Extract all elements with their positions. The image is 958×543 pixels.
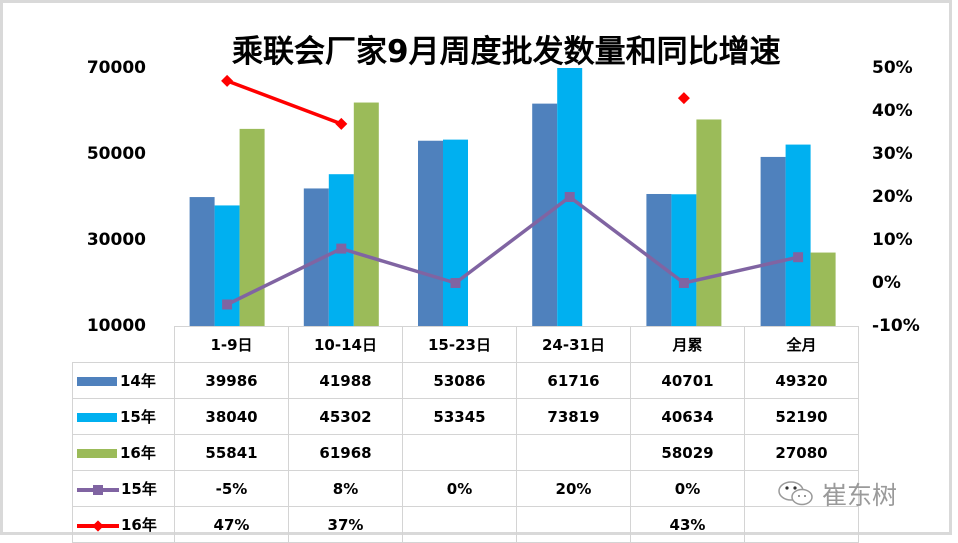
legend-cell: 15年 bbox=[72, 470, 175, 507]
diamond-marker bbox=[677, 92, 690, 105]
legend-cell: 14年 bbox=[72, 362, 175, 399]
square-marker bbox=[678, 278, 689, 288]
data-cell: 41988 bbox=[288, 362, 403, 399]
square-marker bbox=[450, 278, 461, 288]
legend-cell: 15年 bbox=[72, 398, 175, 435]
legend-bar-swatch-icon bbox=[77, 377, 117, 386]
right-axis-tick: -10% bbox=[872, 316, 920, 336]
legend-bar-swatch-icon bbox=[77, 449, 117, 458]
right-axis-tick: 20% bbox=[872, 187, 913, 207]
category-header: 24-31日 bbox=[516, 326, 631, 363]
data-cell: 27080 bbox=[744, 434, 859, 471]
data-cell: 52190 bbox=[744, 398, 859, 435]
left-axis-tick: 70000 bbox=[86, 58, 146, 78]
data-cell bbox=[402, 434, 517, 471]
data-cell: 8% bbox=[288, 470, 403, 507]
table-corner bbox=[72, 326, 175, 363]
category-header: 1-9日 bbox=[174, 326, 289, 363]
category-header: 10-14日 bbox=[288, 326, 403, 363]
square-marker bbox=[564, 192, 575, 202]
data-cell: 55841 bbox=[174, 434, 289, 471]
category-header: 月累 bbox=[630, 326, 745, 363]
bar-14年 bbox=[760, 156, 786, 326]
bar-15年 bbox=[671, 194, 697, 326]
data-cell: 53086 bbox=[402, 362, 517, 399]
right-axis-tick: 30% bbox=[872, 144, 913, 164]
table-row: 16年 47% 37% 43% bbox=[72, 506, 859, 543]
bar-16年 bbox=[810, 252, 836, 326]
table-row: 15年 38040 45302 53345 73819 40634 52190 bbox=[72, 398, 859, 435]
bar-15年 bbox=[443, 139, 468, 326]
watermark: 崔东树 bbox=[776, 476, 897, 515]
wechat-icon bbox=[776, 479, 816, 515]
diamond-marker bbox=[335, 117, 348, 130]
data-cell: 20% bbox=[516, 470, 631, 507]
data-cell: 0% bbox=[402, 470, 517, 507]
legend-bar-swatch-icon bbox=[77, 413, 117, 422]
data-cell: 38040 bbox=[174, 398, 289, 435]
table-row: 15年 -5% 8% 0% 20% 0% bbox=[72, 470, 859, 507]
bar-14年 bbox=[646, 193, 672, 326]
data-cell: 40634 bbox=[630, 398, 745, 435]
legend-line-square-icon bbox=[77, 483, 119, 497]
bar-14年 bbox=[189, 197, 215, 326]
data-cell: 0% bbox=[630, 470, 745, 507]
square-marker bbox=[222, 299, 233, 310]
data-cell: 40701 bbox=[630, 362, 745, 399]
category-header: 15-23日 bbox=[402, 326, 517, 363]
legend-label: 14年 bbox=[120, 372, 156, 390]
data-cell: 61968 bbox=[288, 434, 403, 471]
data-cell bbox=[402, 506, 517, 543]
legend-label: 15年 bbox=[121, 480, 157, 498]
right-axis-tick: 0% bbox=[872, 273, 901, 293]
legend-line-diamond-icon bbox=[77, 519, 119, 533]
growth-line-16 bbox=[226, 79, 342, 126]
data-cell: 73819 bbox=[516, 398, 631, 435]
data-cell bbox=[516, 506, 631, 543]
square-marker bbox=[336, 243, 347, 254]
data-cell: 61716 bbox=[516, 362, 631, 399]
legend-cell: 16年 bbox=[72, 506, 175, 543]
data-cell: 45302 bbox=[288, 398, 403, 435]
diamond-marker bbox=[221, 74, 234, 87]
data-cell: -5% bbox=[174, 470, 289, 507]
bar-16年 bbox=[696, 119, 722, 326]
right-axis-tick: 40% bbox=[872, 101, 913, 121]
legend-cell: 16年 bbox=[72, 434, 175, 471]
data-cell: 37% bbox=[288, 506, 403, 543]
left-axis-tick: 50000 bbox=[86, 144, 146, 164]
data-cell: 53345 bbox=[402, 398, 517, 435]
watermark-text: 崔东树 bbox=[822, 481, 898, 510]
chart-title: 乘联会厂家9月周度批发数量和同比增速 bbox=[232, 34, 781, 70]
data-cell: 49320 bbox=[744, 362, 859, 399]
data-cell: 39986 bbox=[174, 362, 289, 399]
right-axis-tick: 50% bbox=[872, 58, 913, 78]
right-axis-tick: 10% bbox=[872, 230, 913, 250]
table-row: 16年 55841 61968 58029 27080 bbox=[72, 434, 859, 471]
data-cell bbox=[744, 506, 859, 543]
square-marker bbox=[793, 252, 804, 263]
table-header-row: 1-9日 10-14日 15-23日 24-31日 月累 全月 bbox=[72, 326, 859, 363]
bar-16年 bbox=[353, 102, 379, 326]
category-header: 全月 bbox=[744, 326, 859, 363]
bar-15年 bbox=[785, 144, 811, 326]
data-cell: 43% bbox=[630, 506, 745, 543]
data-cell bbox=[516, 434, 631, 471]
legend-label: 16年 bbox=[120, 444, 156, 462]
data-table: 1-9日 10-14日 15-23日 24-31日 月累 全月 14年 39986 41988 5… bbox=[72, 326, 859, 543]
growth-line-15 bbox=[226, 194, 799, 307]
bar-14年 bbox=[418, 140, 443, 326]
legend-label: 15年 bbox=[120, 408, 156, 426]
data-cell: 47% bbox=[174, 506, 289, 543]
legend-label: 16年 bbox=[121, 516, 157, 534]
data-cell: 58029 bbox=[630, 434, 745, 471]
left-axis-tick: 30000 bbox=[86, 230, 146, 250]
table-row: 14年 39986 41988 53086 61716 40701 49320 bbox=[72, 362, 859, 399]
